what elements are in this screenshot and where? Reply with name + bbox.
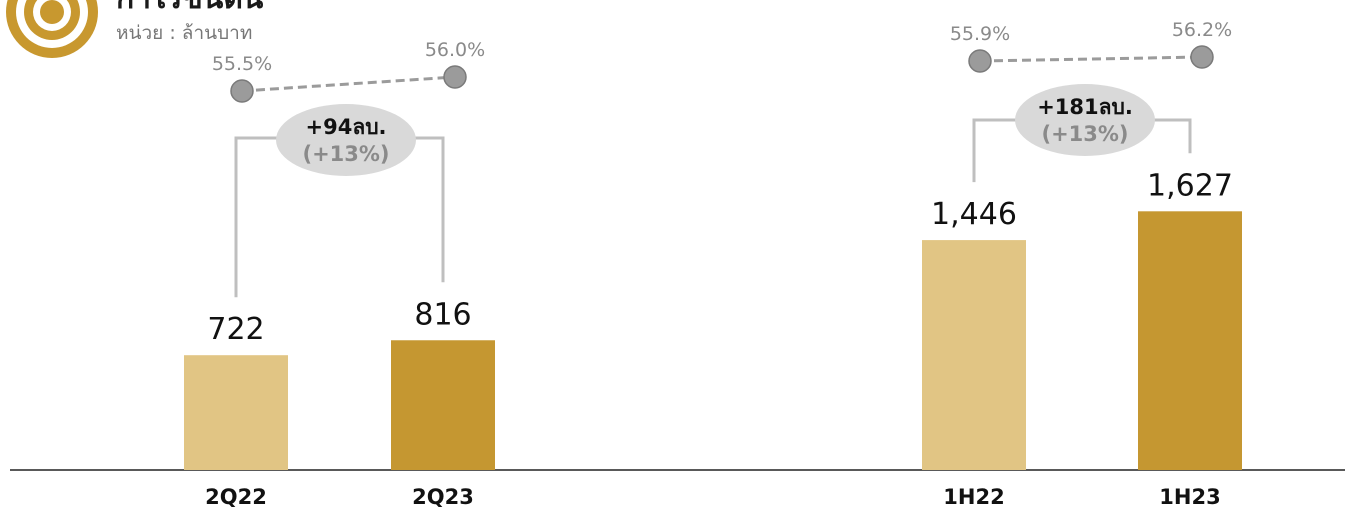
chart-marks: 722 2Q22 816 2Q23 +94ลบ. (+13%) 55.5% 56.0% 1,44… [184, 19, 1242, 509]
margin-label-2q23: 56.0% [425, 39, 485, 61]
category-label-1h22: 1H22 [943, 485, 1004, 509]
margin-point-2q23 [443, 65, 467, 89]
change-amount-label-1: +181ลบ. [1037, 95, 1133, 119]
bar-1h22 [922, 240, 1026, 470]
category-label-2q22: 2Q22 [205, 485, 267, 509]
bar-value-label-2q22: 722 [207, 312, 264, 347]
category-label-1h23: 1H23 [1159, 485, 1220, 509]
bar-2q22 [184, 355, 288, 470]
change-bubble-0 [276, 104, 416, 176]
logo-icon [6, 0, 98, 58]
category-label-2q23: 2Q23 [412, 485, 474, 509]
margin-point-1h22 [968, 49, 992, 73]
change-bubble-1 [1015, 84, 1155, 156]
bar-value-label-2q23: 816 [414, 297, 471, 332]
margin-trend-line-0 [241, 75, 456, 93]
change-percent-label-1: (+13%) [1041, 122, 1128, 146]
margin-point-2q22 [230, 79, 254, 103]
bar-value-label-1h23: 1,627 [1147, 168, 1233, 203]
chart-title: กำไรขั้นต้น [116, 0, 264, 16]
change-amount-label-0: +94ลบ. [306, 115, 387, 139]
change-percent-label-0: (+13%) [302, 142, 389, 166]
unit-label: หน่วย : ล้านบาท [116, 22, 252, 44]
margin-label-1h23: 56.2% [1172, 19, 1232, 41]
bar-value-label-1h22: 1,446 [931, 197, 1017, 232]
margin-label-1h22: 55.9% [950, 23, 1010, 45]
bar-1h23 [1138, 211, 1242, 470]
bar-2q23 [391, 340, 495, 470]
margin-label-2q22: 55.5% [212, 53, 272, 75]
margin-trend-line-1 [979, 55, 1203, 63]
margin-point-1h23 [1190, 45, 1214, 69]
